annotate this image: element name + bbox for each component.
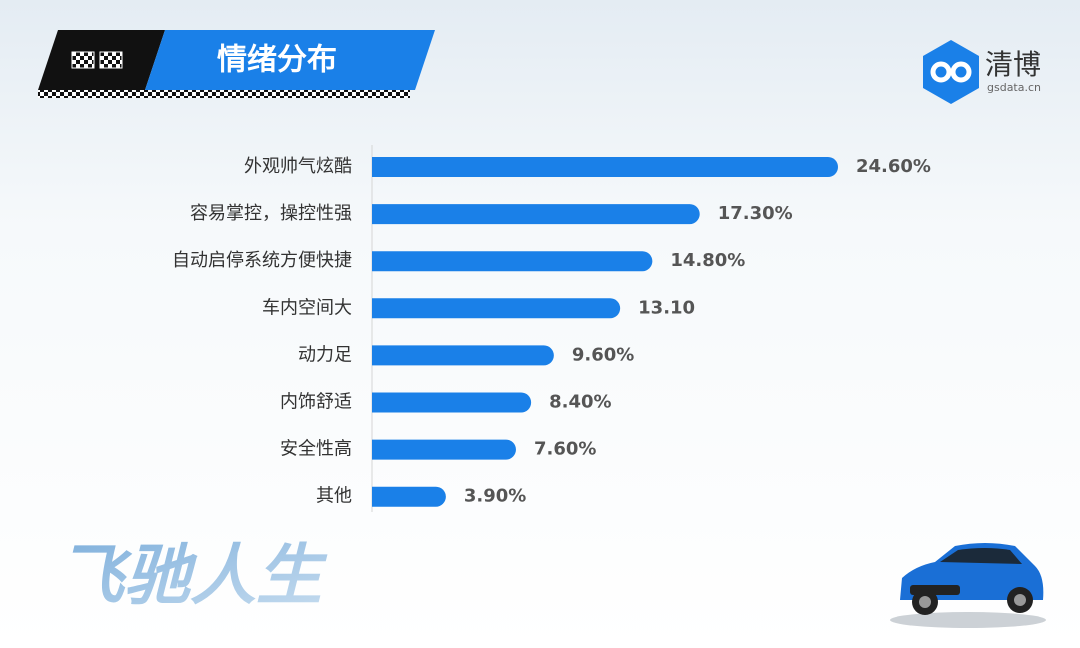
category-label: 自动启停系统方便快捷: [172, 250, 352, 271]
bar: [372, 345, 554, 366]
category-label: 容易掌控，操控性强: [190, 203, 352, 224]
category-label: 其他: [316, 486, 352, 507]
slogan: 飞驰人生: [58, 537, 328, 614]
value-label: 7.60%: [534, 439, 596, 460]
bar: [372, 157, 838, 177]
category-label: 动力足: [298, 344, 352, 365]
banner-blue: [145, 30, 435, 90]
value-label: 17.30%: [718, 203, 793, 224]
category-label: 车内空间大: [262, 297, 352, 318]
category-label: 外观帅气炫酷: [244, 156, 352, 177]
category-label: 安全性高: [280, 439, 352, 460]
category-label: 内饰舒适: [280, 392, 352, 413]
logo-mark: [930, 61, 972, 83]
chart-title: 情绪分布: [217, 43, 337, 78]
value-label: 8.40%: [549, 392, 611, 413]
bar: [372, 251, 653, 272]
bar: [372, 392, 532, 413]
bar: [372, 298, 621, 319]
bar: [372, 486, 446, 507]
value-label: 24.60%: [856, 156, 931, 177]
bar: [372, 439, 516, 460]
logo-name: 清博: [985, 48, 1041, 81]
value-label: 9.60%: [572, 344, 634, 365]
checker-strip: [38, 90, 410, 98]
value-label: 13.10: [638, 297, 695, 318]
flags-icon: [71, 51, 123, 69]
plot: 外观帅气炫酷 24.60% 容易掌控，操控性强 17.30% 自动启停系统方便快捷 14.…: [172, 156, 931, 507]
bar: [372, 204, 700, 225]
value-label: 14.80%: [670, 250, 745, 271]
value-label: 3.90%: [464, 486, 526, 507]
logo-site: gsdata.cn: [987, 81, 1041, 94]
car-illustration: [890, 543, 1046, 628]
